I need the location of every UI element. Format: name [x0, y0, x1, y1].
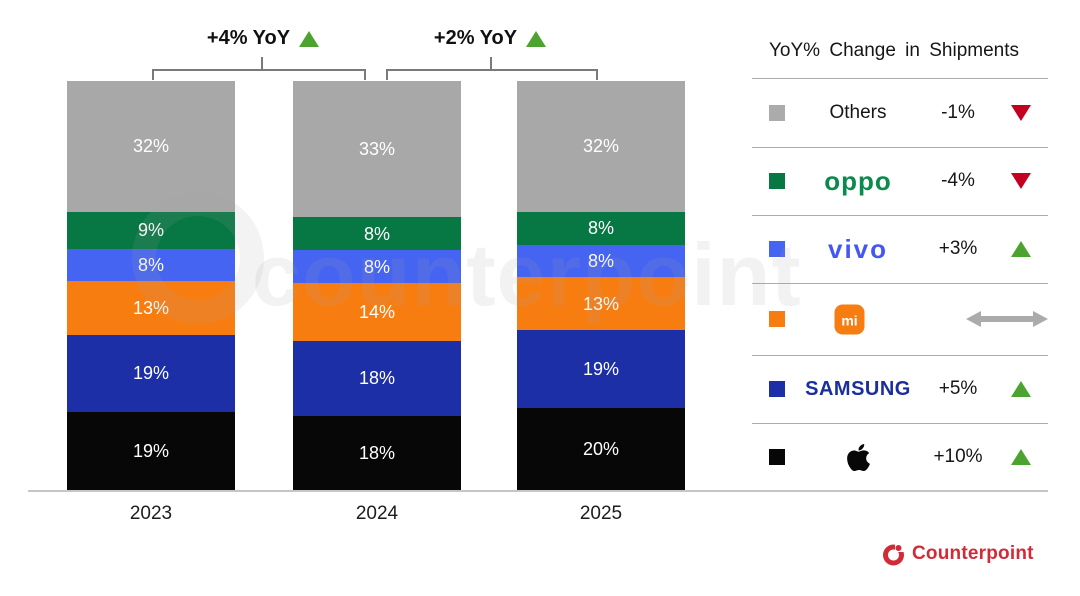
bracket-2023-2024 [152, 69, 366, 80]
bracket-2024-2025 [386, 69, 598, 80]
segment-value-label: 8% [137, 255, 164, 276]
oppo-change: -4% [941, 170, 975, 191]
segment-value-label: 19% [132, 363, 170, 384]
up-triangle-icon [299, 30, 320, 47]
apple-logo-icon [846, 443, 870, 471]
bar-segment-vivo-2024: 8% [293, 250, 461, 284]
others-label: Others [829, 101, 887, 123]
bar-segment-oppo-2023: 9% [67, 211, 235, 249]
legend-divider [752, 147, 1048, 148]
yoy-annotation-label: +2% YoY [433, 27, 518, 49]
bar-segment-others-2024: 33% [293, 81, 461, 218]
up-triangle-icon [526, 30, 547, 47]
segment-value-label: 19% [582, 359, 620, 380]
yoy-annotation-2024-2025: +2% YoY [375, 27, 605, 50]
segment-value-label: 19% [132, 441, 170, 462]
segment-value-label: 14% [358, 302, 396, 323]
segment-value-label: 8% [363, 223, 390, 244]
segment-value-label: 13% [132, 297, 170, 318]
bar-segment-vivo-2023: 8% [67, 248, 235, 282]
legend-row-others: Others -1% [752, 78, 1048, 147]
bracket-tick [261, 57, 263, 70]
apple-change: +10% [933, 446, 983, 467]
bar-segment-oppo-2024: 8% [293, 217, 461, 251]
legend-divider [752, 355, 1048, 356]
legend-row-samsung: SAMSUNG +5% [752, 355, 1048, 423]
bar-segment-apple-2024: 18% [293, 415, 461, 490]
legend-divider [752, 215, 1048, 216]
down-triangle-icon [1010, 104, 1031, 121]
bar-segment-others-2025: 32% [517, 81, 685, 212]
bar-segment-xiaomi-2024: 14% [293, 283, 461, 342]
samsung-change: +5% [938, 378, 978, 399]
legend-panel: YoY% Change in Shipments Others -1% oppo… [752, 30, 1048, 491]
yoy-annotation-label: +4% YoY [206, 27, 291, 49]
bar-segment-xiaomi-2023: 13% [67, 281, 235, 335]
bar-segment-samsung-2024: 18% [293, 341, 461, 416]
legend-row-vivo: vivo +3% [752, 215, 1048, 283]
legend-divider [752, 283, 1048, 284]
counterpoint-logo: Counterpoint [882, 541, 1034, 567]
bar-segment-others-2023: 32% [67, 81, 235, 212]
bar-segment-samsung-2023: 19% [67, 334, 235, 413]
legend-divider [752, 423, 1048, 424]
vivo-change: +3% [938, 238, 978, 259]
stacked-bar-2025: 32% 8% 8% 13% 19% 20% [517, 81, 685, 490]
svg-text:mi: mi [841, 312, 857, 328]
up-triangle-icon [1010, 449, 1031, 465]
up-triangle-icon [1010, 381, 1031, 397]
legend-row-apple: +10% [752, 423, 1048, 491]
flat-double-arrow-icon [966, 311, 1048, 327]
apple-swatch-icon [769, 449, 785, 465]
stacked-bar-2023: 32% 9% 8% 13% 19% 19% [67, 81, 235, 490]
xiaomi-mi-logo-icon: mi [834, 304, 865, 334]
vivo-logo: vivo [827, 234, 889, 264]
segment-value-label: 9% [137, 220, 164, 241]
segment-value-label: 32% [132, 136, 170, 157]
segment-value-label: 8% [587, 250, 614, 271]
x-axis-label-2024: 2024 [355, 503, 399, 524]
bar-segment-apple-2025: 20% [517, 408, 685, 490]
bar-segment-vivo-2025: 8% [517, 244, 685, 278]
counterpoint-wordmark: Counterpoint [912, 543, 1034, 564]
others-swatch-icon [769, 104, 785, 121]
up-triangle-icon [1010, 241, 1031, 257]
segment-value-label: 20% [582, 439, 620, 460]
legend-row-oppo: oppo -4% [752, 147, 1048, 215]
yoy-annotation-2023-2024: +4% YoY [148, 27, 378, 50]
stacked-bar-2024: 33% 8% 8% 14% 18% 18% [293, 81, 461, 490]
samsung-swatch-icon [769, 381, 785, 397]
bracket-tick [490, 57, 492, 70]
counterpoint-mark-icon [883, 542, 906, 566]
legend-divider [752, 78, 1048, 79]
segment-value-label: 18% [358, 442, 396, 463]
bar-segment-xiaomi-2025: 13% [517, 277, 685, 331]
oppo-swatch-icon [769, 173, 785, 189]
down-triangle-icon [1010, 173, 1031, 189]
segment-value-label: 18% [358, 368, 396, 389]
legend-row-xiaomi: mi [752, 283, 1048, 355]
xiaomi-swatch-icon [769, 311, 785, 327]
legend-title: YoY% Change in Shipments [769, 40, 1020, 61]
segment-value-label: 33% [358, 139, 396, 160]
x-axis-line [28, 490, 1048, 492]
oppo-logo: oppo [824, 166, 892, 196]
segment-value-label: 8% [587, 218, 614, 239]
vivo-swatch-icon [769, 241, 785, 257]
x-axis-label-2025: 2025 [579, 503, 623, 524]
bar-segment-apple-2023: 19% [67, 412, 235, 490]
x-axis-label-2023: 2023 [129, 503, 173, 524]
others-change: -1% [941, 101, 975, 123]
segment-value-label: 32% [582, 136, 620, 157]
segment-value-label: 13% [582, 293, 620, 314]
segment-value-label: 8% [363, 256, 390, 277]
samsung-logo: SAMSUNG [805, 378, 911, 400]
bar-segment-samsung-2025: 19% [517, 330, 685, 409]
bar-segment-oppo-2025: 8% [517, 211, 685, 245]
